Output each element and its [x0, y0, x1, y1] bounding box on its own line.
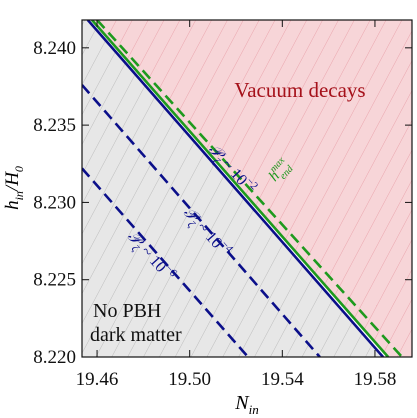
x-tick-label: 19.54	[261, 369, 304, 390]
y-tick-label: 8.235	[33, 115, 76, 136]
label-part: 0	[12, 166, 26, 172]
curve	[90, 20, 390, 357]
region-label: Vacuum decays	[234, 78, 365, 102]
label-part: h	[2, 200, 23, 210]
curve	[96, 20, 404, 357]
label-part: in	[249, 402, 259, 417]
y-tick-label: 8.230	[33, 192, 76, 213]
y-tick-label: 8.240	[33, 38, 76, 59]
curves	[82, 20, 404, 357]
x-tick-label: 19.46	[76, 369, 119, 390]
x-axis-label: Nin	[234, 392, 258, 417]
y-axis-label: hin/H0	[2, 166, 26, 210]
region-label: No PBH	[93, 300, 161, 322]
curve	[82, 84, 321, 357]
x-tick-label: 19.50	[168, 369, 211, 390]
label-part: /H	[2, 171, 23, 192]
plot-frame	[81, 19, 413, 358]
region-label: dark matter	[90, 324, 182, 346]
x-tick-label: 19.58	[354, 369, 397, 390]
y-tick-label: 8.220	[33, 347, 76, 368]
y-tick-label: 8.225	[33, 270, 76, 291]
label-part: N	[234, 392, 250, 414]
axes: 19.46 19.50 19.54 19.58 8.220 8.225 8.230 8.235…	[33, 20, 412, 390]
label-part: in	[12, 191, 26, 200]
curve	[86, 20, 385, 357]
curve	[82, 167, 250, 357]
